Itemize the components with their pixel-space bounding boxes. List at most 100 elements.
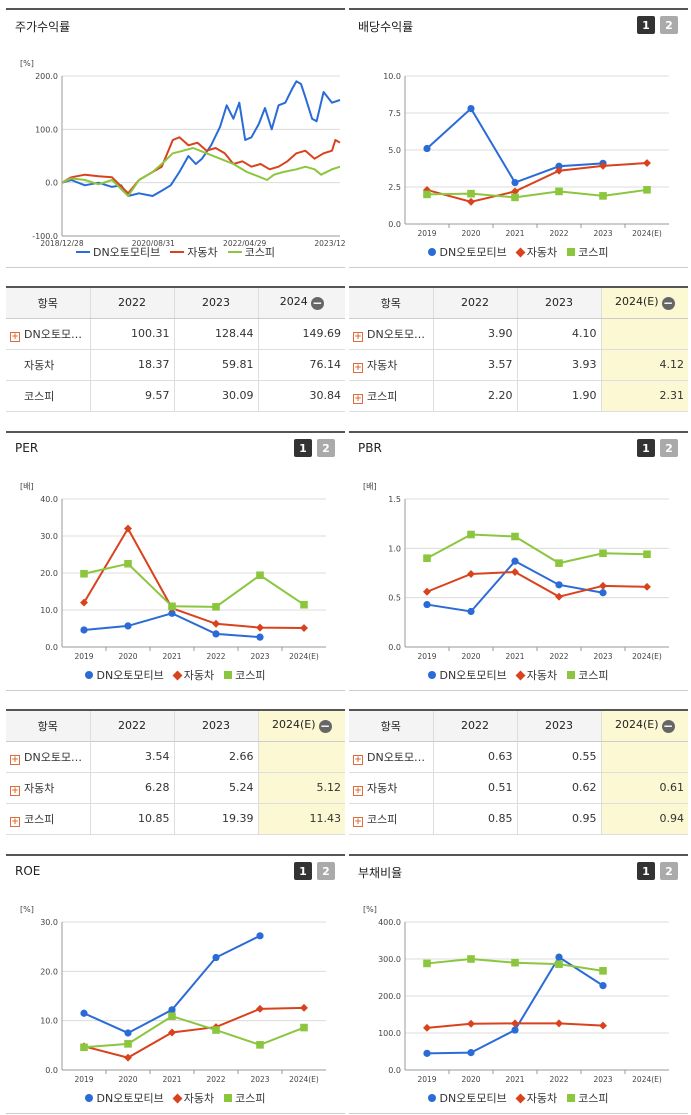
series-line-0 xyxy=(426,955,604,1055)
x-tick-label: 2020 xyxy=(461,652,480,661)
table-cell: 18.37 xyxy=(89,349,174,381)
expand-icon[interactable]: + xyxy=(353,331,363,342)
expand-icon[interactable]: + xyxy=(353,816,363,827)
x-tick-label: 2023/12/28 xyxy=(314,239,345,246)
legend-swatch xyxy=(567,1094,576,1102)
y-tick-label: 100.0 xyxy=(35,125,58,134)
expand-icon[interactable]: + xyxy=(10,816,20,827)
expand-icon[interactable]: + xyxy=(353,785,363,796)
series-line-1 xyxy=(426,162,648,203)
row-label[interactable]: + DN오토모… xyxy=(6,741,90,773)
row-label[interactable]: + DN오토모… xyxy=(349,741,433,773)
y-tick-label: 1.0 xyxy=(388,544,401,553)
table-header: 2024(E) − xyxy=(257,710,345,742)
expand-icon[interactable]: + xyxy=(10,331,20,342)
table-header: 2023 xyxy=(173,287,258,319)
y-tick-label: 10.0 xyxy=(40,1017,58,1026)
table-cell: 6.28 xyxy=(89,772,174,804)
x-tick-label: 2024(E) xyxy=(632,229,662,238)
page-2-button[interactable]: 2 xyxy=(660,862,678,880)
table-header: 2023 xyxy=(516,710,601,742)
legend-label: DN오토모티브 xyxy=(96,1092,164,1105)
y-tick-label: 10.0 xyxy=(40,606,58,615)
x-tick-label: 2019 xyxy=(417,229,436,238)
table-header: 2023 xyxy=(173,710,258,742)
debt-ratio-panel: 부채비율 1 2 [%] 400.0 300.0 200.0 100.0 0.0 2019 2… xyxy=(349,854,688,1114)
y-tick-label: 2.5 xyxy=(388,183,401,192)
row-label[interactable]: + 자동차 xyxy=(6,772,90,804)
y-unit-label: [%] xyxy=(20,905,34,914)
table-row: + DN오토모… 3.90 4.10 xyxy=(349,318,688,350)
page-2-button[interactable]: 2 xyxy=(660,439,678,457)
page-2-button[interactable]: 2 xyxy=(317,862,335,880)
collapse-icon[interactable]: − xyxy=(661,719,675,734)
data-point xyxy=(467,1019,475,1028)
data-point xyxy=(168,602,176,611)
data-point xyxy=(423,959,431,968)
data-point xyxy=(555,592,563,601)
table-header: 2024(E) − xyxy=(600,287,688,319)
legend-label: 코스피 xyxy=(578,669,609,682)
row-label[interactable]: + DN오토모… xyxy=(6,318,90,350)
pbr-chart: [배] 1.5 1.0 0.5 0.0 2019 2020 2021 2022 2023 2024(… xyxy=(363,482,669,661)
x-tick-label: 2020/08/31 xyxy=(132,239,175,246)
y-unit-label: [%] xyxy=(20,59,34,68)
table-row: + DN오토모… 100.31 128.44 149.69 xyxy=(6,318,345,350)
page-1-button[interactable]: 1 xyxy=(637,862,655,880)
table-cell: 2.66 xyxy=(173,741,258,773)
data-point xyxy=(555,581,563,589)
legend-label: 자동차 xyxy=(187,246,218,259)
row-label[interactable]: + 코스피 xyxy=(6,803,90,835)
table-cell xyxy=(600,318,688,350)
row-label[interactable]: + 자동차 xyxy=(349,772,433,804)
table-cell: 30.84 xyxy=(257,380,345,412)
expand-icon[interactable]: + xyxy=(10,785,20,796)
row-label[interactable]: + DN오토모… xyxy=(349,318,433,350)
collapse-icon[interactable]: − xyxy=(310,296,324,311)
data-point xyxy=(124,1029,132,1037)
table-row: + 자동차 6.28 5.24 5.12 xyxy=(6,772,345,804)
page-1-button[interactable]: 1 xyxy=(294,439,312,457)
data-point xyxy=(555,953,563,961)
row-label[interactable]: + 코스피 xyxy=(349,803,433,835)
per-panel: PER 1 2 [배] 40.0 30.0 20.0 10.0 0.0 2019 2020 20… xyxy=(6,431,345,691)
table-header: 항목 xyxy=(6,287,90,319)
x-tick-label: 2022 xyxy=(549,652,568,661)
data-point xyxy=(511,178,519,187)
page-1-button[interactable]: 1 xyxy=(294,862,312,880)
collapse-icon[interactable]: − xyxy=(661,296,675,311)
page-2-button[interactable]: 2 xyxy=(660,16,678,34)
chart-legend: DN오토모티브 자동차 코스피 xyxy=(6,244,345,260)
table-cell: 1.90 xyxy=(516,380,601,412)
row-label[interactable]: + 코스피 xyxy=(349,380,433,412)
table-row: + DN오토모… 0.63 0.55 xyxy=(349,741,688,773)
table-cell: 0.95 xyxy=(516,803,601,835)
legend-swatch xyxy=(428,1094,437,1102)
legend-swatch xyxy=(85,671,94,679)
page-1-button[interactable]: 1 xyxy=(637,439,655,457)
collapse-icon[interactable]: − xyxy=(318,719,332,734)
page-1-button[interactable]: 1 xyxy=(637,16,655,34)
x-tick-label: 2021 xyxy=(505,1075,524,1084)
expand-icon[interactable]: + xyxy=(353,754,363,765)
page-2-button[interactable]: 2 xyxy=(317,439,335,457)
data-point xyxy=(423,600,431,609)
table-header: 2022 xyxy=(432,287,517,319)
expand-icon[interactable]: + xyxy=(353,362,363,373)
data-point xyxy=(643,582,651,591)
data-point xyxy=(80,1043,88,1052)
expand-icon[interactable]: + xyxy=(353,393,363,404)
y-unit-label: [%] xyxy=(363,905,377,914)
table-row: + 코스피 2.20 1.90 2.31 xyxy=(349,380,688,412)
stock-return-table: 항목 2022 2023 2024− + DN오토모… 100.31 128.44 149.69… xyxy=(6,286,345,412)
legend-label: 코스피 xyxy=(578,1092,609,1105)
legend-item: 코스피 xyxy=(567,244,609,260)
debt-ratio-chart: [%]400.0 300.0 200.0 100.0 0.0 2019 2020 2021 20… xyxy=(363,905,669,1084)
y-tick-label: 1.5 xyxy=(388,495,401,504)
legend-swatch xyxy=(224,1094,233,1102)
expand-icon[interactable]: + xyxy=(10,754,20,765)
table-row: + 코스피 0.85 0.95 0.94 xyxy=(349,803,688,835)
table-cell: 59.81 xyxy=(173,349,258,381)
pager: 1 2 xyxy=(637,862,678,880)
row-label[interactable]: + 자동차 xyxy=(349,349,433,381)
